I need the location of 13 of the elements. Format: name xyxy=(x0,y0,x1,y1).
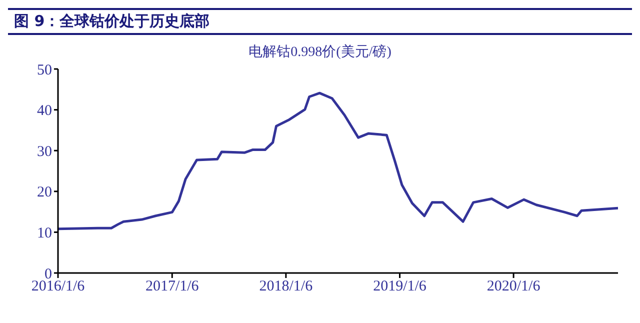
x-tick-label: 2019/1/6 xyxy=(373,278,427,295)
line-series xyxy=(58,92,618,230)
chart-title: 图 9：全球钴价处于历史底部 xyxy=(8,8,632,35)
y-tick-label: 40 xyxy=(37,103,52,120)
y-tick-label: 10 xyxy=(37,226,52,242)
x-tick-label: 2017/1/6 xyxy=(145,278,200,295)
chart-subtitle: 电解钴0.998价(美元/磅) xyxy=(248,43,392,61)
x-tick-label: 2016/1/6 xyxy=(31,278,86,295)
x-tick-label: 2020/1/6 xyxy=(486,278,541,295)
x-tick-label: 2018/1/6 xyxy=(259,278,314,295)
y-tick-label: 20 xyxy=(37,184,52,201)
y-tick-label: 30 xyxy=(37,144,52,160)
y-tick-label: 50 xyxy=(37,62,52,78)
